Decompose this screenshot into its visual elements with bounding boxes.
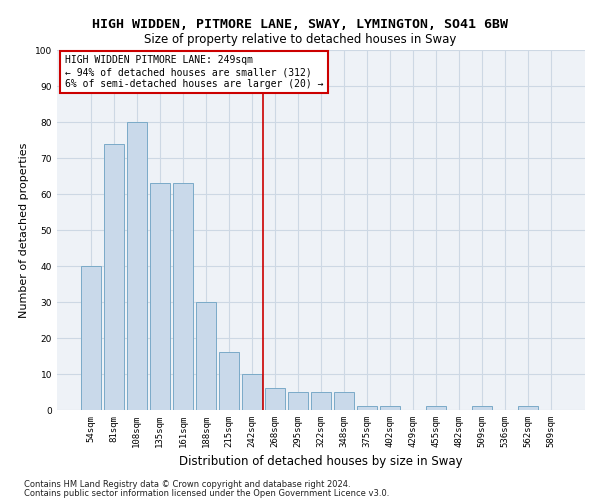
Bar — [357, 406, 377, 410]
Bar — [242, 374, 262, 410]
Bar — [150, 183, 170, 410]
X-axis label: Distribution of detached houses by size in Sway: Distribution of detached houses by size … — [179, 456, 463, 468]
Bar — [173, 183, 193, 410]
Bar — [81, 266, 101, 410]
Bar — [265, 388, 285, 410]
Text: Contains HM Land Registry data © Crown copyright and database right 2024.: Contains HM Land Registry data © Crown c… — [24, 480, 350, 489]
Bar — [427, 406, 446, 410]
Bar — [288, 392, 308, 410]
Bar — [311, 392, 331, 410]
Text: HIGH WIDDEN PITMORE LANE: 249sqm
← 94% of detached houses are smaller (312)
6% o: HIGH WIDDEN PITMORE LANE: 249sqm ← 94% o… — [65, 56, 323, 88]
Bar — [219, 352, 239, 410]
Bar — [127, 122, 146, 410]
Text: HIGH WIDDEN, PITMORE LANE, SWAY, LYMINGTON, SO41 6BW: HIGH WIDDEN, PITMORE LANE, SWAY, LYMINGT… — [92, 18, 508, 30]
Bar — [334, 392, 354, 410]
Bar — [380, 406, 400, 410]
Text: Contains public sector information licensed under the Open Government Licence v3: Contains public sector information licen… — [24, 488, 389, 498]
Bar — [196, 302, 215, 410]
Bar — [472, 406, 492, 410]
Y-axis label: Number of detached properties: Number of detached properties — [19, 142, 29, 318]
Text: Size of property relative to detached houses in Sway: Size of property relative to detached ho… — [144, 32, 456, 46]
Bar — [104, 144, 124, 410]
Bar — [518, 406, 538, 410]
